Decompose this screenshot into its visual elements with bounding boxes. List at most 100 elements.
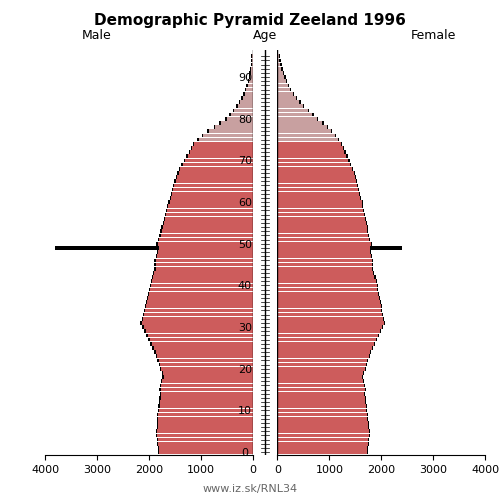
Bar (278, 184, 357, 187)
Bar (278, 246, 402, 250)
Bar (278, 263, 372, 266)
Bar (278, 188, 358, 192)
Bar (278, 167, 352, 170)
Bar (278, 296, 380, 300)
Bar (172, 184, 252, 187)
Bar (154, 276, 252, 279)
Bar (178, 171, 252, 174)
Bar (160, 363, 252, 366)
Bar (278, 204, 363, 208)
Bar (202, 134, 252, 137)
Bar (278, 221, 366, 224)
Bar (278, 388, 366, 392)
Bar (278, 117, 317, 120)
Bar (278, 450, 366, 454)
Bar (278, 330, 381, 333)
Bar (278, 221, 366, 224)
Bar (168, 208, 252, 212)
Bar (278, 200, 361, 204)
Bar (144, 304, 252, 308)
Bar (278, 346, 372, 350)
Bar (153, 271, 252, 274)
Bar (234, 108, 252, 112)
Bar (162, 230, 252, 233)
Bar (278, 192, 359, 196)
Bar (159, 238, 252, 242)
Bar (248, 76, 252, 79)
Text: www.iz.sk/RNL34: www.iz.sk/RNL34 (202, 484, 298, 494)
Bar (152, 342, 252, 345)
Bar (171, 196, 252, 200)
Bar (278, 363, 366, 366)
Bar (278, 104, 303, 108)
Bar (278, 442, 369, 446)
Bar (278, 284, 378, 287)
Bar (278, 154, 348, 158)
Bar (158, 446, 252, 450)
Bar (156, 417, 252, 420)
Bar (158, 400, 252, 404)
Bar (56, 246, 252, 250)
Bar (215, 126, 252, 129)
Bar (278, 446, 368, 450)
Bar (278, 438, 368, 442)
Bar (178, 176, 252, 179)
Bar (278, 84, 287, 87)
Bar (278, 380, 363, 383)
Bar (184, 158, 252, 162)
Bar (278, 404, 366, 408)
Bar (214, 126, 252, 129)
Bar (278, 396, 364, 400)
Bar (278, 130, 332, 133)
Bar (278, 84, 289, 87)
Bar (278, 346, 373, 350)
Bar (145, 308, 252, 312)
Bar (278, 330, 380, 333)
Bar (278, 313, 382, 316)
Bar (278, 146, 344, 150)
Bar (209, 130, 252, 133)
Bar (278, 276, 376, 279)
Bar (164, 376, 252, 379)
Bar (164, 371, 252, 374)
Bar (278, 292, 378, 296)
Bar (278, 338, 377, 342)
Bar (158, 438, 252, 442)
Bar (278, 208, 363, 212)
Bar (278, 434, 369, 437)
Bar (278, 384, 364, 387)
Bar (278, 271, 374, 274)
Bar (151, 280, 252, 283)
Bar (278, 184, 358, 187)
Bar (278, 342, 375, 345)
Bar (278, 238, 370, 242)
Bar (278, 313, 384, 316)
Bar (278, 180, 356, 183)
Bar (154, 271, 252, 274)
Bar (278, 226, 366, 229)
Bar (158, 417, 252, 420)
Bar (157, 354, 252, 358)
Bar (194, 142, 252, 146)
Bar (278, 71, 284, 74)
Bar (157, 442, 252, 446)
Bar (278, 150, 346, 154)
Bar (278, 213, 364, 216)
Bar (143, 317, 252, 320)
Bar (152, 284, 252, 287)
Bar (278, 334, 378, 337)
Bar (278, 80, 285, 83)
Bar (231, 113, 252, 116)
Bar (278, 76, 285, 79)
Bar (278, 438, 370, 442)
Bar (204, 134, 252, 137)
Bar (278, 196, 361, 200)
Bar (160, 234, 252, 237)
Bar (278, 196, 360, 200)
Bar (278, 80, 287, 83)
Text: Male: Male (82, 29, 112, 42)
Bar (176, 176, 252, 179)
Bar (148, 338, 252, 342)
Bar (156, 430, 252, 433)
Bar (157, 430, 252, 433)
